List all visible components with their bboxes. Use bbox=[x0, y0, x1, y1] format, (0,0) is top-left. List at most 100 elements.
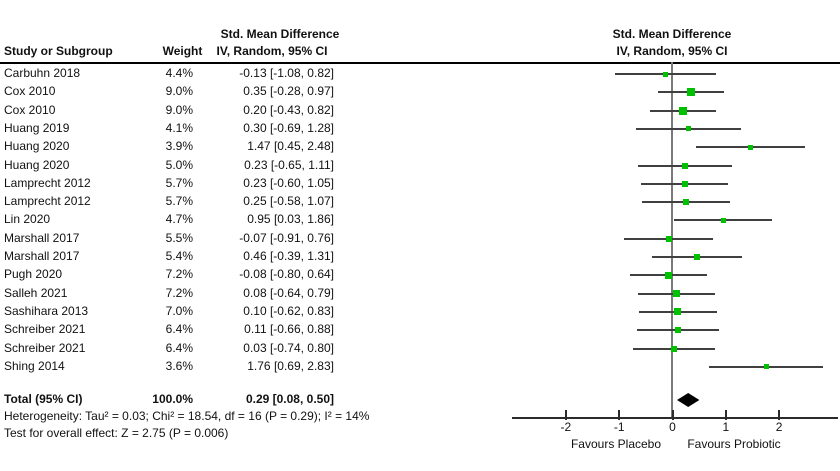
study-weight: 9.0% bbox=[165, 84, 193, 99]
study-weight: 4.7% bbox=[165, 212, 193, 227]
effect-marker bbox=[681, 162, 688, 169]
axis-left-label: Favours Placebo bbox=[570, 437, 662, 451]
study-row: Lamprecht 2012 5.7% 0.23 [-0.60, 1.05] bbox=[0, 175, 840, 193]
study-row: Cox 2010 9.0% 0.20 [-0.43, 0.82] bbox=[0, 102, 840, 120]
overall-effect-text: Test for overall effect: Z = 2.75 (P = 0… bbox=[4, 426, 229, 440]
study-label: Lamprecht 2012 bbox=[4, 194, 91, 209]
study-effect-text: 0.95 [0.03, 1.86] bbox=[247, 212, 334, 227]
study-row: Marshall 2017 5.4% 0.46 [-0.39, 1.31] bbox=[0, 248, 840, 266]
effect-marker bbox=[675, 327, 682, 334]
study-row: Salleh 2021 7.2% 0.08 [-0.64, 0.79] bbox=[0, 285, 840, 303]
study-row: Sashihara 2013 7.0% 0.10 [-0.62, 0.83] bbox=[0, 303, 840, 321]
total-diamond bbox=[676, 393, 700, 407]
axis-tick-label: -2 bbox=[560, 420, 572, 434]
effect-marker bbox=[748, 144, 754, 150]
x-axis-line bbox=[512, 417, 838, 419]
study-label: Schreiber 2021 bbox=[4, 340, 86, 355]
effect-marker bbox=[681, 180, 688, 187]
axis-tick bbox=[778, 410, 781, 420]
study-effect-text: 0.23 [-0.65, 1.11] bbox=[244, 157, 334, 172]
effect-marker bbox=[671, 345, 678, 352]
study-row: Carbuhn 2018 4.4% -0.13 [-1.08, 0.82] bbox=[0, 65, 840, 83]
study-weight: 6.4% bbox=[165, 340, 193, 355]
study-weight: 4.4% bbox=[165, 66, 193, 80]
study-weight: 5.4% bbox=[165, 249, 193, 263]
study-label: Pugh 2020 bbox=[4, 267, 63, 282]
study-weight: 7.2% bbox=[165, 267, 193, 282]
weight-column-header: Weight bbox=[162, 44, 203, 58]
effect-marker bbox=[687, 88, 696, 97]
plot-header-line1: Std. Mean Difference bbox=[612, 27, 732, 41]
study-row: Schreiber 2021 6.4% 0.11 [-0.66, 0.88] bbox=[0, 321, 840, 339]
axis-tick bbox=[618, 410, 621, 420]
axis-tick bbox=[564, 410, 567, 420]
study-label: Lamprecht 2012 bbox=[4, 175, 91, 190]
study-weight: 7.2% bbox=[165, 285, 193, 300]
axis-tick bbox=[724, 410, 727, 420]
total-effect-text: 0.29 [0.08, 0.50] bbox=[245, 392, 334, 406]
study-label: Huang 2019 bbox=[4, 120, 70, 135]
study-effect-text: 0.30 [-0.69, 1.28] bbox=[243, 120, 334, 135]
study-row: Lamprecht 2012 5.7% 0.25 [-0.58, 1.07] bbox=[0, 193, 840, 211]
study-label: Cox 2010 bbox=[4, 102, 56, 117]
effect-marker bbox=[674, 308, 682, 316]
study-row: Lin 2020 4.7% 0.95 [0.03, 1.86] bbox=[0, 211, 840, 229]
study-effect-text: 1.47 [0.45, 2.48] bbox=[247, 139, 334, 154]
study-row: Huang 2019 4.1% 0.30 [-0.69, 1.28] bbox=[0, 120, 840, 138]
study-label: Lin 2020 bbox=[4, 212, 51, 227]
heterogeneity-text: Heterogeneity: Tau² = 0.03; Chi² = 18.54… bbox=[4, 409, 370, 423]
study-label: Marshall 2017 bbox=[4, 249, 80, 263]
study-effect-text: 0.25 [-0.58, 1.07] bbox=[243, 194, 334, 209]
study-label: Carbuhn 2018 bbox=[4, 66, 81, 80]
study-effect-text: 0.46 [-0.39, 1.31] bbox=[243, 249, 334, 263]
study-effect-text: 0.23 [-0.60, 1.05] bbox=[243, 175, 334, 190]
study-label: Huang 2020 bbox=[4, 157, 70, 172]
study-effect-text: 0.03 [-0.74, 0.80] bbox=[243, 340, 334, 355]
effect-marker bbox=[763, 364, 769, 370]
effect-marker bbox=[720, 217, 726, 223]
study-row: Cox 2010 9.0% 0.35 [-0.28, 0.97] bbox=[0, 83, 840, 101]
study-row: Huang 2020 3.9% 1.47 [0.45, 2.48] bbox=[0, 138, 840, 156]
zero-reference-line bbox=[671, 62, 673, 418]
study-label: Schreiber 2021 bbox=[4, 322, 86, 337]
study-label: Cox 2010 bbox=[4, 84, 56, 99]
effect-column-header-line2: IV, Random, 95% CI bbox=[216, 44, 328, 58]
effect-marker bbox=[664, 271, 672, 279]
effect-column-header-line1: Std. Mean Difference bbox=[220, 27, 340, 41]
study-weight: 5.0% bbox=[165, 157, 193, 172]
study-weight: 5.7% bbox=[165, 175, 193, 190]
study-label: Huang 2020 bbox=[4, 139, 70, 154]
axis-tick-label: 1 bbox=[722, 420, 730, 434]
study-effect-text: 1.76 [0.69, 2.83] bbox=[247, 358, 334, 373]
effect-marker bbox=[665, 235, 672, 242]
study-label: Marshall 2017 bbox=[4, 230, 80, 245]
effect-marker bbox=[663, 71, 669, 77]
study-weight: 7.0% bbox=[165, 303, 193, 318]
axis-tick-label: -1 bbox=[613, 420, 625, 434]
study-effect-text: 0.20 [-0.43, 0.82] bbox=[243, 102, 334, 117]
study-row: Pugh 2020 7.2% -0.08 [-0.80, 0.64] bbox=[0, 266, 840, 284]
effect-marker bbox=[682, 199, 689, 206]
study-row: Schreiber 2021 6.4% 0.03 [-0.74, 0.80] bbox=[0, 340, 840, 358]
study-weight: 3.6% bbox=[165, 358, 193, 373]
header-separator-line bbox=[0, 62, 840, 64]
axis-tick-label: 2 bbox=[775, 420, 783, 434]
study-weight: 4.1% bbox=[165, 120, 193, 135]
study-row: Marshall 2017 5.5% -0.07 [-0.91, 0.76] bbox=[0, 230, 840, 248]
study-weight: 6.4% bbox=[165, 322, 193, 337]
study-effect-text: 0.35 [-0.28, 0.97] bbox=[243, 84, 334, 99]
study-row: Shing 2014 3.6% 1.76 [0.69, 2.83] bbox=[0, 358, 840, 376]
study-effect-text: 0.10 [-0.62, 0.83] bbox=[243, 303, 334, 318]
axis-tick-label: 0 bbox=[669, 420, 676, 434]
effect-marker bbox=[685, 126, 691, 132]
effect-marker bbox=[673, 290, 681, 298]
total-weight: 100.0% bbox=[152, 392, 193, 406]
study-effect-text: -0.07 [-0.91, 0.76] bbox=[239, 230, 334, 245]
study-label: Salleh 2021 bbox=[4, 285, 68, 300]
effect-marker bbox=[679, 106, 688, 115]
study-weight: 9.0% bbox=[165, 102, 193, 117]
diamond-shape bbox=[676, 393, 700, 407]
study-weight: 3.9% bbox=[165, 139, 193, 154]
total-label: Total (95% CI) bbox=[4, 392, 83, 406]
axis-right-label: Favours Probiotic bbox=[687, 437, 781, 451]
